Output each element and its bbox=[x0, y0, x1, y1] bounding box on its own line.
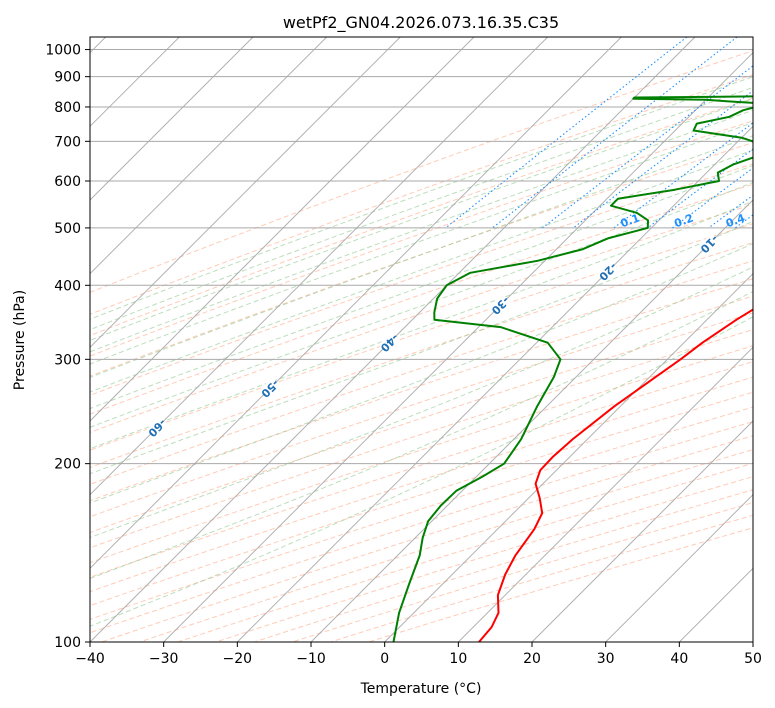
mixing-ratio-line bbox=[445, 37, 688, 229]
isotherm-line bbox=[90, 37, 622, 570]
dry-adiabat-line bbox=[215, 476, 753, 642]
x-tick-label: 30 bbox=[597, 651, 615, 667]
moist-adiabat-line bbox=[90, 242, 753, 504]
dry-adiabat-line bbox=[254, 489, 753, 642]
isotherm-label-bg bbox=[146, 417, 168, 439]
x-tick-label: −10 bbox=[296, 651, 326, 667]
dry-adiabat-line bbox=[90, 241, 753, 469]
dry-adiabat-line bbox=[90, 223, 753, 451]
isotherm-line bbox=[605, 493, 753, 642]
moist-adiabat-line bbox=[90, 98, 753, 341]
dry-adiabat-line bbox=[90, 120, 753, 357]
y-tick-label: 700 bbox=[54, 134, 81, 150]
dry-adiabat-line bbox=[90, 183, 753, 415]
x-tick-label: −40 bbox=[75, 651, 105, 667]
y-tick-label: 1000 bbox=[45, 43, 81, 59]
isotherm-label-bg bbox=[259, 377, 281, 399]
x-axis-ticks: −40 −30 −20 −10 0 10 20 30 40 50 bbox=[75, 642, 762, 667]
y-axis-label: Pressure (hPa) bbox=[12, 290, 28, 390]
dry-adiabat-line bbox=[90, 278, 753, 502]
isotherm-line bbox=[457, 346, 753, 642]
isotherm-line bbox=[384, 272, 753, 642]
mixing-ratio-line bbox=[672, 167, 753, 229]
isotherm-line bbox=[163, 51, 753, 642]
dry-adiabat-line bbox=[139, 449, 753, 642]
x-tick-label: 10 bbox=[449, 651, 467, 667]
isotherm-label-bg bbox=[698, 233, 720, 255]
y-tick-label: 300 bbox=[54, 352, 81, 368]
mixing-ratio-label: 0.4 bbox=[724, 211, 747, 230]
moist-adiabats bbox=[90, 76, 753, 627]
isotherm-line bbox=[90, 37, 549, 496]
isotherm-line bbox=[531, 420, 753, 642]
chart-title: wetPf2_GN04.2026.073.16.35.C35 bbox=[283, 13, 559, 33]
x-tick-label: −30 bbox=[149, 651, 179, 667]
dry-adiabat-line bbox=[177, 462, 753, 642]
x-tick-label: 20 bbox=[523, 651, 541, 667]
isotherm-label-bg bbox=[378, 332, 400, 354]
x-tick-label: 0 bbox=[380, 651, 389, 667]
moist-adiabat-line bbox=[90, 164, 753, 410]
x-tick-label: 40 bbox=[670, 651, 688, 667]
dry-adiabats bbox=[90, 50, 753, 642]
x-tick-label: −20 bbox=[223, 651, 253, 667]
isotherm-label-bg bbox=[489, 294, 511, 316]
plot-frame bbox=[89, 36, 754, 643]
isotherm-line bbox=[90, 37, 254, 201]
dry-adiabat-line bbox=[90, 312, 753, 534]
moist-adiabat-line bbox=[90, 76, 753, 320]
dry-adiabat-line bbox=[101, 435, 753, 642]
moist-adiabat-line bbox=[90, 181, 753, 428]
profiles bbox=[392, 95, 753, 642]
x-axis-label: Temperature (°C) bbox=[360, 681, 482, 697]
mixing-ratio-label: 0.2 bbox=[672, 211, 695, 230]
mixing-ratio-lines bbox=[445, 37, 753, 229]
dry-adiabat-line bbox=[90, 345, 753, 564]
y-tick-label: 900 bbox=[54, 70, 81, 86]
moist-adiabat-line bbox=[90, 266, 753, 539]
isotherm-line bbox=[90, 37, 328, 275]
isotherm-line bbox=[310, 199, 753, 642]
dewpoint-profile-line bbox=[392, 95, 753, 642]
dry-adiabat-line bbox=[90, 203, 753, 433]
mixing-ratio-line bbox=[542, 65, 753, 229]
y-tick-label: 200 bbox=[54, 457, 81, 473]
isotherm-line bbox=[90, 37, 401, 349]
dry-adiabat-line bbox=[90, 376, 753, 593]
y-tick-label: 800 bbox=[54, 100, 81, 116]
moist-adiabat-line bbox=[90, 200, 753, 450]
y-tick-label: 400 bbox=[54, 278, 81, 294]
x-tick-label: 50 bbox=[744, 651, 762, 667]
isotherm-line bbox=[90, 37, 475, 422]
moist-adiabat-line bbox=[90, 149, 753, 393]
dry-adiabat-line bbox=[90, 329, 753, 549]
moist-adiabat-line bbox=[90, 122, 753, 365]
y-tick-label: 600 bbox=[54, 174, 81, 190]
pressure-gridlines bbox=[90, 49, 753, 642]
mixing-ratio-label: 0.1 bbox=[619, 211, 642, 230]
y-axis-ticks: 100 200 300 400 500 600 700 800 900 1000 bbox=[45, 43, 90, 651]
y-tick-label: 500 bbox=[54, 221, 81, 237]
dry-adiabat-line bbox=[90, 361, 753, 578]
mixing-ratio-line bbox=[613, 122, 753, 229]
y-tick-label: 100 bbox=[54, 635, 81, 651]
temperature-profile-line bbox=[478, 308, 753, 642]
dry-adiabat-line bbox=[90, 142, 753, 377]
isotherm-label-bg bbox=[597, 260, 619, 283]
